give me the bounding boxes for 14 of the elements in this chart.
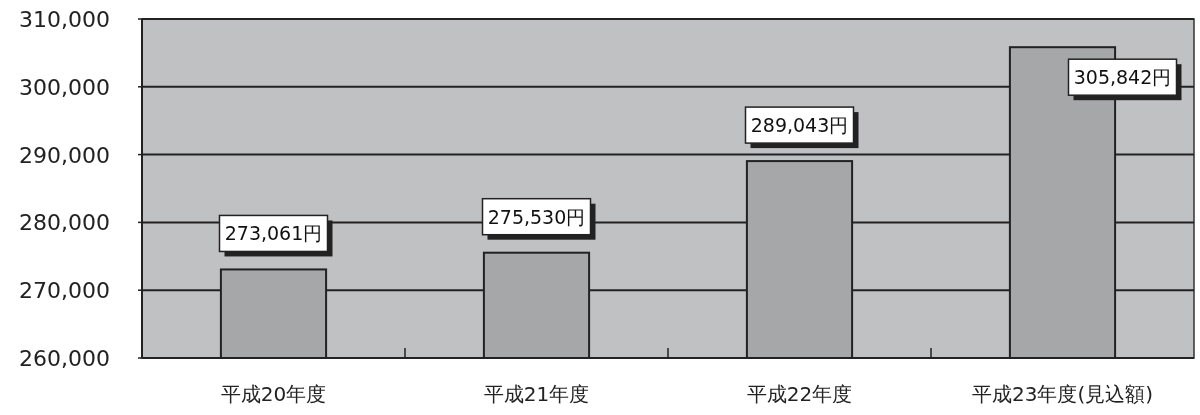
data-label: 273,061円 [224, 222, 323, 245]
x-tick-label: 平成21年度 [483, 382, 590, 406]
x-tick-label: 平成20年度 [220, 382, 327, 406]
data-label: 305,842円 [1073, 66, 1172, 89]
y-tick-label: 300,000 [19, 74, 110, 100]
y-tick-label: 280,000 [19, 210, 110, 236]
data-label: 275,530円 [487, 205, 586, 228]
y-tick-label: 260,000 [19, 346, 110, 371]
data-label: 289,043円 [750, 114, 849, 137]
y-tick-label: 290,000 [19, 142, 110, 168]
x-tick-label: 平成23年度(見込額) [971, 382, 1154, 406]
y-tick-label: 270,000 [19, 278, 110, 304]
x-tick-label: 平成22年度 [746, 382, 853, 406]
y-tick-label: 310,000 [19, 7, 110, 32]
